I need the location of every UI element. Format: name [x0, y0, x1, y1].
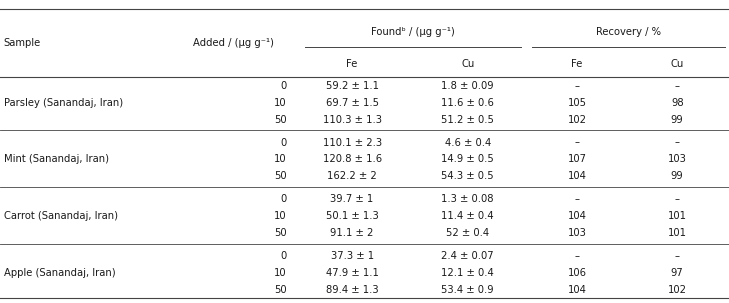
Text: 59.2 ± 1.1: 59.2 ± 1.1	[326, 81, 378, 91]
Text: 0: 0	[280, 138, 286, 148]
Text: –: –	[574, 138, 580, 148]
Text: 54.3 ± 0.5: 54.3 ± 0.5	[441, 171, 494, 181]
Text: 50: 50	[274, 228, 286, 238]
Text: 98: 98	[671, 98, 684, 108]
Text: 99: 99	[671, 115, 684, 125]
Text: 0: 0	[280, 194, 286, 204]
Text: Fe: Fe	[346, 58, 358, 69]
Text: 97: 97	[671, 268, 684, 278]
Text: 162.2 ± 2: 162.2 ± 2	[327, 171, 377, 181]
Text: –: –	[675, 251, 679, 261]
Text: 1.8 ± 0.09: 1.8 ± 0.09	[441, 81, 494, 91]
Text: 50: 50	[274, 115, 286, 125]
Text: –: –	[675, 138, 679, 148]
Text: 1.3 ± 0.08: 1.3 ± 0.08	[441, 194, 494, 204]
Text: 39.7 ± 1: 39.7 ± 1	[330, 194, 374, 204]
Text: 110.1 ± 2.3: 110.1 ± 2.3	[322, 138, 382, 148]
Text: 105: 105	[567, 98, 587, 108]
Text: 4.6 ± 0.4: 4.6 ± 0.4	[445, 138, 491, 148]
Text: 51.2 ± 0.5: 51.2 ± 0.5	[441, 115, 494, 125]
Text: 102: 102	[668, 285, 687, 295]
Text: 120.8 ± 1.6: 120.8 ± 1.6	[322, 155, 382, 165]
Text: 53.4 ± 0.9: 53.4 ± 0.9	[441, 285, 494, 295]
Text: 103: 103	[568, 228, 586, 238]
Text: 0: 0	[280, 251, 286, 261]
Text: 50.1 ± 1.3: 50.1 ± 1.3	[326, 211, 378, 221]
Text: 37.3 ± 1: 37.3 ± 1	[330, 251, 374, 261]
Text: Recovery / %: Recovery / %	[596, 27, 661, 37]
Text: –: –	[675, 194, 679, 204]
Text: –: –	[675, 81, 679, 91]
Text: 104: 104	[568, 285, 586, 295]
Text: 104: 104	[568, 211, 586, 221]
Text: 14.9 ± 0.5: 14.9 ± 0.5	[441, 155, 494, 165]
Text: 12.1 ± 0.4: 12.1 ± 0.4	[441, 268, 494, 278]
Text: 89.4 ± 1.3: 89.4 ± 1.3	[326, 285, 378, 295]
Text: 69.7 ± 1.5: 69.7 ± 1.5	[326, 98, 378, 108]
Text: 103: 103	[668, 155, 687, 165]
Text: 101: 101	[668, 228, 687, 238]
Text: 11.6 ± 0.6: 11.6 ± 0.6	[441, 98, 494, 108]
Text: Carrot (Sanandaj, Iran): Carrot (Sanandaj, Iran)	[4, 211, 117, 221]
Text: 50: 50	[274, 285, 286, 295]
Text: 0: 0	[280, 81, 286, 91]
Text: Added / (μg g⁻¹): Added / (μg g⁻¹)	[193, 38, 273, 48]
Text: Cu: Cu	[461, 58, 475, 69]
Text: 110.3 ± 1.3: 110.3 ± 1.3	[323, 115, 381, 125]
Text: 91.1 ± 2: 91.1 ± 2	[330, 228, 374, 238]
Text: Sample: Sample	[4, 38, 41, 48]
Text: 107: 107	[567, 155, 587, 165]
Text: Foundᵇ / (μg g⁻¹): Foundᵇ / (μg g⁻¹)	[371, 27, 455, 37]
Text: –: –	[574, 194, 580, 204]
Text: 2.4 ± 0.07: 2.4 ± 0.07	[441, 251, 494, 261]
Text: 50: 50	[274, 171, 286, 181]
Text: 106: 106	[567, 268, 587, 278]
Text: Fe: Fe	[572, 58, 582, 69]
Text: –: –	[574, 81, 580, 91]
Text: 52 ± 0.4: 52 ± 0.4	[446, 228, 489, 238]
Text: Cu: Cu	[671, 58, 684, 69]
Text: Apple (Sanandaj, Iran): Apple (Sanandaj, Iran)	[4, 268, 115, 278]
Text: Mint (Sanandaj, Iran): Mint (Sanandaj, Iran)	[4, 155, 109, 165]
Text: 102: 102	[567, 115, 587, 125]
Text: 99: 99	[671, 171, 684, 181]
Text: 101: 101	[668, 211, 687, 221]
Text: 10: 10	[274, 155, 286, 165]
Text: 10: 10	[274, 98, 286, 108]
Text: 10: 10	[274, 268, 286, 278]
Text: Parsley (Sanandaj, Iran): Parsley (Sanandaj, Iran)	[4, 98, 122, 108]
Text: 11.4 ± 0.4: 11.4 ± 0.4	[441, 211, 494, 221]
Text: 10: 10	[274, 211, 286, 221]
Text: 104: 104	[568, 171, 586, 181]
Text: 47.9 ± 1.1: 47.9 ± 1.1	[326, 268, 378, 278]
Text: –: –	[574, 251, 580, 261]
